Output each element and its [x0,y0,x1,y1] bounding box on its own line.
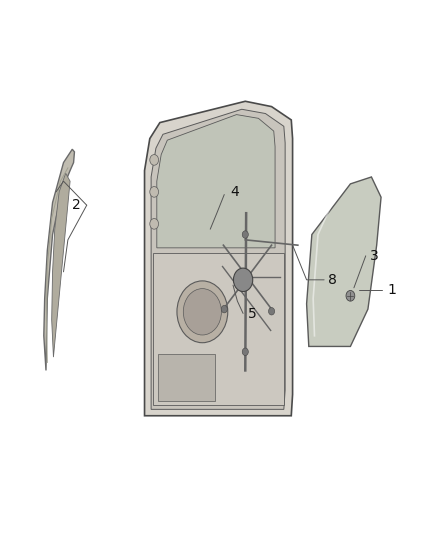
Polygon shape [145,101,293,416]
Text: 2: 2 [72,198,81,212]
Text: 8: 8 [328,273,337,287]
Polygon shape [158,354,215,401]
Polygon shape [52,173,70,357]
Text: 1: 1 [388,284,396,297]
Polygon shape [307,177,381,346]
Circle shape [242,348,248,356]
Circle shape [221,305,227,313]
Polygon shape [157,115,275,248]
Circle shape [150,219,159,229]
Circle shape [150,155,159,165]
Circle shape [150,187,159,197]
Circle shape [242,231,248,238]
Text: 3: 3 [370,249,379,263]
Polygon shape [44,149,74,370]
Circle shape [346,290,355,301]
Text: 5: 5 [247,308,256,321]
Circle shape [268,308,275,315]
Polygon shape [151,109,285,409]
Text: 4: 4 [230,185,239,199]
Circle shape [177,281,228,343]
Circle shape [233,268,253,292]
Polygon shape [153,253,284,405]
Circle shape [184,289,222,335]
